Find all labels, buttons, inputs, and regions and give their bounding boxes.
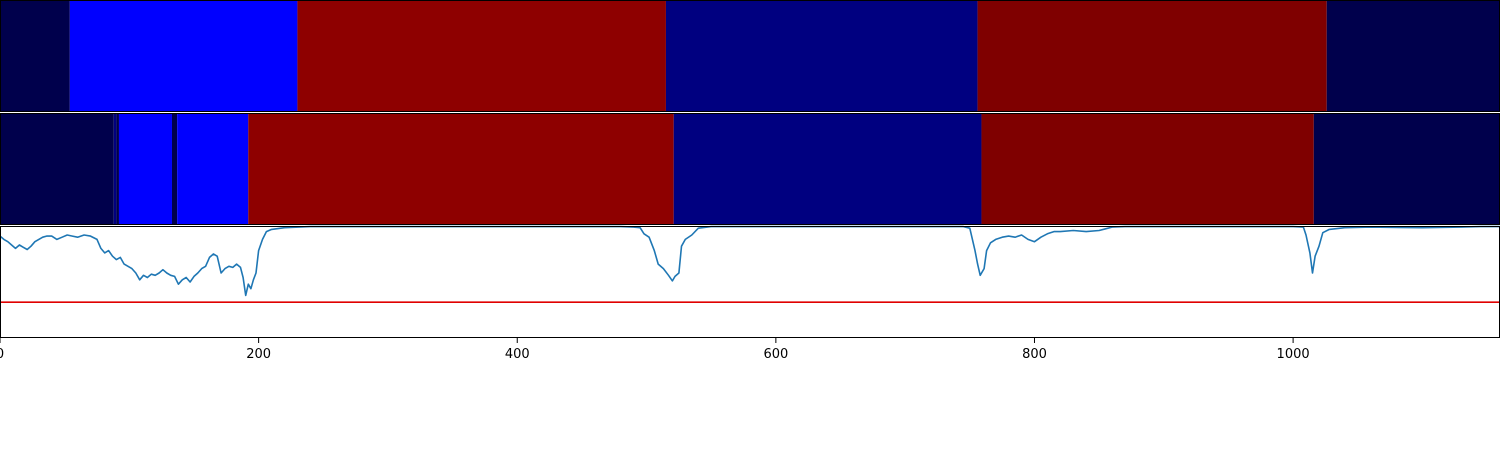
x-tick-label: 1000 xyxy=(1277,347,1310,362)
ground-truth-track xyxy=(0,0,1500,112)
ground_truth-segment-4 xyxy=(977,0,1327,112)
prediction-segment-8 xyxy=(981,113,1314,225)
prediction-segment-1 xyxy=(113,113,117,225)
x-tick-label: 0 xyxy=(0,347,4,362)
x-tick-label: 200 xyxy=(246,347,271,362)
ground_truth-segment-3 xyxy=(665,0,978,112)
ground_truth-segment-2 xyxy=(297,0,666,112)
prediction-segment-0 xyxy=(0,113,114,225)
x-tick-label: 800 xyxy=(1022,347,1047,362)
confidence-panel xyxy=(0,225,1500,338)
x-axis: 0 200 400 600 800 1000 xyxy=(0,338,1310,362)
confidence-line xyxy=(0,225,1500,297)
ground_truth-segment-5 xyxy=(1326,0,1500,112)
x-tick-label: 600 xyxy=(763,347,788,362)
prediction-track xyxy=(0,113,1500,225)
prediction-segment-7 xyxy=(673,113,982,225)
confidence-background xyxy=(0,226,1500,338)
prediction-segment-9 xyxy=(1313,113,1500,225)
prediction-segment-3 xyxy=(118,113,172,225)
prediction-segment-6 xyxy=(248,113,674,225)
ground_truth-segment-0 xyxy=(0,0,70,112)
x-tick-label: 400 xyxy=(505,347,530,362)
prediction-segment-4 xyxy=(171,113,178,225)
prediction-segment-5 xyxy=(177,113,249,225)
prediction-segment-2 xyxy=(116,113,119,225)
ground_truth-segment-1 xyxy=(69,0,298,112)
